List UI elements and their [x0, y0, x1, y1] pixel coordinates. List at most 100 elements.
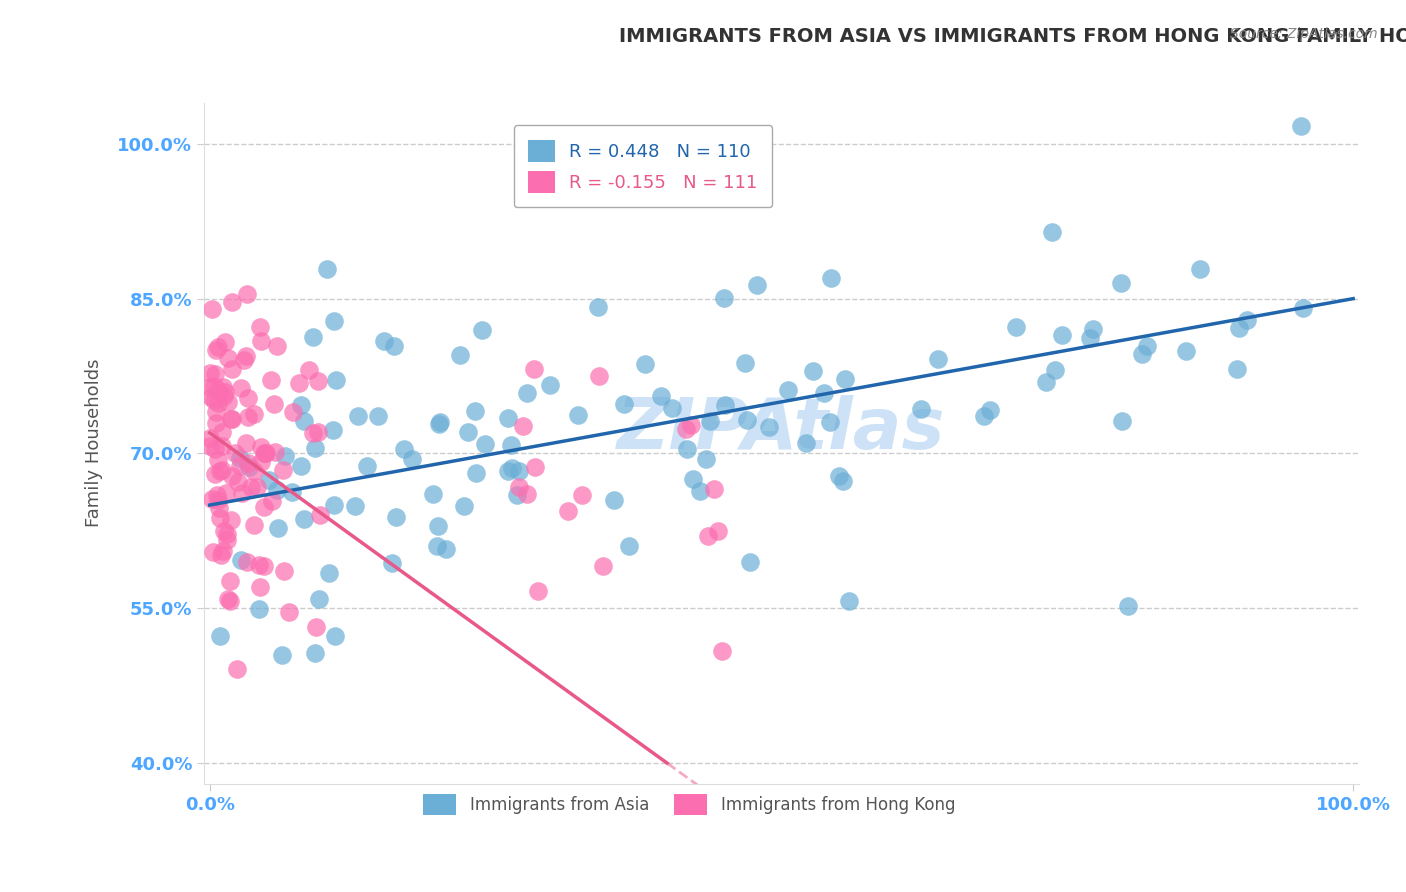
- Point: [217, 351, 239, 365]
- Text: IMMIGRANTS FROM ASIA VS IMMIGRANTS FROM HONG KONG FAMILY HOUSEHOLDS CORRELATION : IMMIGRANTS FROM ASIA VS IMMIGRANTS FROM …: [619, 27, 1406, 45]
- Point: [219, 574, 242, 588]
- Point: [401, 451, 423, 466]
- Point: [316, 262, 339, 277]
- Point: [696, 529, 718, 543]
- Point: [231, 486, 253, 500]
- Point: [260, 373, 283, 387]
- Point: [202, 545, 225, 559]
- Point: [204, 367, 226, 381]
- Point: [211, 425, 233, 439]
- Point: [246, 480, 269, 494]
- Point: [208, 629, 231, 643]
- Point: [307, 425, 329, 439]
- Point: [322, 423, 344, 437]
- Point: [1081, 322, 1104, 336]
- Point: [1111, 414, 1133, 428]
- Point: [235, 435, 257, 450]
- Point: [465, 466, 488, 480]
- Point: [323, 314, 346, 328]
- Point: [634, 357, 657, 371]
- Point: [221, 412, 243, 426]
- Point: [676, 442, 699, 456]
- Point: [1078, 331, 1101, 345]
- Point: [249, 580, 271, 594]
- Point: [675, 422, 697, 436]
- Point: [695, 452, 717, 467]
- Point: [464, 404, 486, 418]
- Point: [236, 555, 259, 569]
- Point: [263, 397, 285, 411]
- Text: Source: ZipAtlas.com: Source: ZipAtlas.com: [1230, 27, 1378, 41]
- Point: [516, 487, 538, 501]
- Point: [221, 361, 243, 376]
- Point: [253, 558, 276, 573]
- Point: [226, 475, 249, 490]
- Point: [1136, 339, 1159, 353]
- Point: [347, 409, 370, 424]
- Point: [247, 601, 270, 615]
- Point: [253, 445, 276, 459]
- Point: [796, 435, 818, 450]
- Point: [1226, 362, 1249, 376]
- Point: [301, 426, 323, 441]
- Point: [699, 414, 721, 428]
- Point: [325, 373, 347, 387]
- Point: [838, 593, 860, 607]
- Point: [1292, 301, 1315, 315]
- Point: [1035, 375, 1057, 389]
- Point: [524, 460, 547, 475]
- Point: [215, 486, 238, 500]
- Point: [224, 446, 246, 460]
- Point: [211, 439, 233, 453]
- Point: [689, 483, 711, 498]
- Point: [304, 442, 326, 456]
- Point: [427, 417, 450, 432]
- Point: [290, 398, 312, 412]
- Point: [617, 539, 640, 553]
- Point: [201, 491, 224, 506]
- Point: [214, 334, 236, 349]
- Point: [207, 395, 229, 409]
- Point: [290, 458, 312, 473]
- Point: [205, 343, 228, 357]
- Point: [200, 390, 222, 404]
- Y-axis label: Family Households: Family Households: [86, 359, 103, 527]
- Point: [266, 339, 288, 353]
- Point: [205, 416, 228, 430]
- Point: [927, 351, 949, 366]
- Point: [260, 493, 283, 508]
- Point: [508, 465, 530, 479]
- Point: [714, 399, 737, 413]
- Point: [212, 389, 235, 403]
- Point: [292, 414, 315, 428]
- Point: [471, 323, 494, 337]
- Point: [706, 524, 728, 538]
- Point: [523, 362, 546, 376]
- Point: [307, 375, 329, 389]
- Point: [498, 410, 520, 425]
- Point: [240, 480, 263, 494]
- Point: [202, 393, 225, 408]
- Point: [508, 480, 530, 494]
- Point: [512, 419, 534, 434]
- Point: [567, 409, 589, 423]
- Point: [801, 364, 824, 378]
- Point: [1005, 320, 1028, 334]
- Point: [204, 405, 226, 419]
- Point: [910, 402, 932, 417]
- Point: [344, 499, 367, 513]
- Point: [214, 384, 236, 399]
- Point: [274, 450, 297, 464]
- Point: [382, 339, 405, 353]
- Point: [267, 521, 290, 535]
- Point: [207, 453, 229, 467]
- Point: [229, 459, 252, 474]
- Point: [457, 425, 479, 439]
- Point: [226, 662, 249, 676]
- Point: [292, 512, 315, 526]
- Point: [204, 467, 226, 482]
- Point: [1227, 321, 1250, 335]
- Point: [322, 499, 344, 513]
- Point: [298, 363, 321, 377]
- Point: [271, 648, 294, 663]
